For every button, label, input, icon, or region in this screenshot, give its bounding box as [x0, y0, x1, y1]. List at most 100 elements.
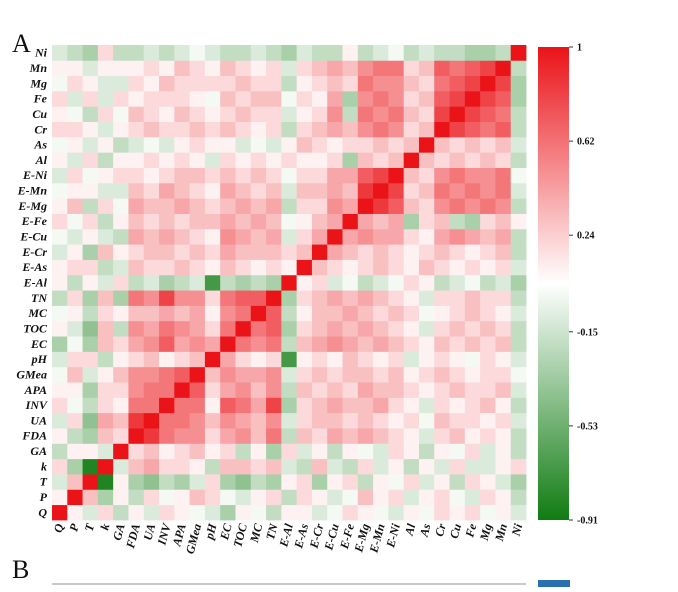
heatmap-cell	[82, 75, 99, 92]
heatmap-cell	[235, 121, 252, 138]
heatmap-cell	[281, 75, 298, 92]
heatmap-cell	[418, 198, 435, 214]
heatmap-cell	[434, 152, 450, 168]
heatmap-cell	[52, 336, 68, 352]
heatmap-cell	[510, 106, 527, 123]
heatmap-cell	[266, 397, 282, 414]
heatmap-cell	[281, 182, 298, 199]
heatmap-cell	[311, 274, 328, 291]
heatmap-cell	[357, 228, 374, 245]
heatmap-cell	[495, 474, 512, 490]
heatmap-cell	[97, 474, 114, 490]
heatmap-cell	[220, 412, 236, 429]
heatmap-cell	[495, 106, 512, 123]
heatmap-cell	[159, 274, 175, 291]
heatmap-cell	[327, 167, 343, 184]
heatmap-cell	[403, 228, 420, 245]
heatmap-cell	[174, 351, 191, 368]
heatmap-cell	[189, 90, 206, 107]
heatmap-cell	[327, 136, 343, 153]
heatmap-cell	[82, 474, 99, 490]
heatmap-cell	[342, 397, 359, 414]
heatmap-cell	[357, 336, 374, 352]
heatmap-cell	[357, 136, 374, 153]
heatmap-cell	[480, 412, 496, 429]
heatmap-cell	[174, 504, 191, 521]
heatmap-cell	[357, 412, 374, 429]
heatmap-cell	[403, 504, 420, 521]
heatmap-cell	[82, 504, 99, 521]
heatmap-cell	[464, 305, 481, 322]
heatmap-cell	[480, 45, 496, 61]
heatmap-cell	[434, 474, 450, 490]
heatmap-cell	[67, 167, 83, 184]
heatmap-cell	[159, 305, 175, 322]
heatmap-cell	[82, 351, 99, 368]
y-tick-label: E-Mn	[17, 184, 48, 198]
heatmap-cell	[204, 167, 221, 184]
heatmap-cell	[464, 474, 481, 490]
heatmap-cell	[495, 351, 512, 368]
heatmap-cell	[220, 443, 236, 460]
heatmap-cell	[281, 60, 298, 77]
heatmap-cell	[281, 397, 298, 414]
heatmap-cell	[159, 75, 175, 92]
heatmap-cell	[67, 489, 83, 506]
heatmap-cell	[250, 397, 267, 414]
heatmap-cell	[97, 336, 114, 352]
heatmap-cell	[235, 198, 252, 214]
heatmap-cell	[311, 428, 328, 444]
heatmap-cell	[388, 489, 405, 506]
heatmap-cell	[220, 458, 236, 475]
colorbar-tick-label: -0.91	[577, 516, 598, 527]
heatmap-cell	[113, 443, 129, 460]
heatmap-cell	[388, 382, 405, 398]
heatmap-cell	[311, 351, 328, 368]
heatmap-cell	[281, 305, 298, 322]
heatmap-cell	[143, 182, 160, 199]
heatmap-cell	[250, 259, 267, 276]
heatmap-cell	[311, 320, 328, 337]
heatmap-cell	[128, 489, 145, 506]
heatmap-cell	[495, 274, 512, 291]
heatmap-cell	[281, 152, 298, 168]
heatmap-cell	[510, 60, 527, 77]
heatmap-cell	[373, 60, 389, 77]
heatmap-cell	[189, 60, 206, 77]
heatmap-cell	[220, 90, 236, 107]
heatmap-cell	[97, 274, 114, 291]
heatmap-cell	[250, 443, 267, 460]
heatmap-cell	[373, 90, 389, 107]
heatmap-cell	[82, 228, 99, 245]
heatmap-cell	[143, 106, 160, 123]
heatmap-cell	[480, 228, 496, 245]
heatmap-cell	[204, 198, 221, 214]
heatmap-cell	[235, 45, 252, 61]
heatmap-cell	[357, 428, 374, 444]
heatmap-cell	[296, 351, 313, 368]
heatmap-cell	[449, 182, 466, 199]
y-tick-label: FDA	[21, 429, 47, 443]
heatmap-cell	[67, 428, 83, 444]
heatmap-cell	[113, 167, 129, 184]
heatmap-cell	[204, 152, 221, 168]
heatmap-cell	[235, 60, 252, 77]
heatmap-cell	[128, 228, 145, 245]
heatmap-cell	[128, 136, 145, 153]
heatmap-cell	[159, 504, 175, 521]
heatmap-cell	[510, 443, 527, 460]
heatmap-cell	[220, 504, 236, 521]
heatmap-cell	[266, 136, 282, 153]
heatmap-cell	[82, 412, 99, 429]
x-tick-label: APA	[169, 522, 189, 548]
heatmap-cell	[296, 182, 313, 199]
heatmap-cell	[174, 458, 191, 475]
heatmap-cell	[220, 75, 236, 92]
heatmap-cell	[510, 152, 527, 168]
heatmap-cell	[204, 45, 221, 61]
heatmap-cell	[418, 428, 435, 444]
heatmap-cell	[220, 290, 236, 306]
heatmap-cell	[52, 106, 68, 123]
heatmap-cell	[67, 228, 83, 245]
heatmap-cell	[388, 351, 405, 368]
